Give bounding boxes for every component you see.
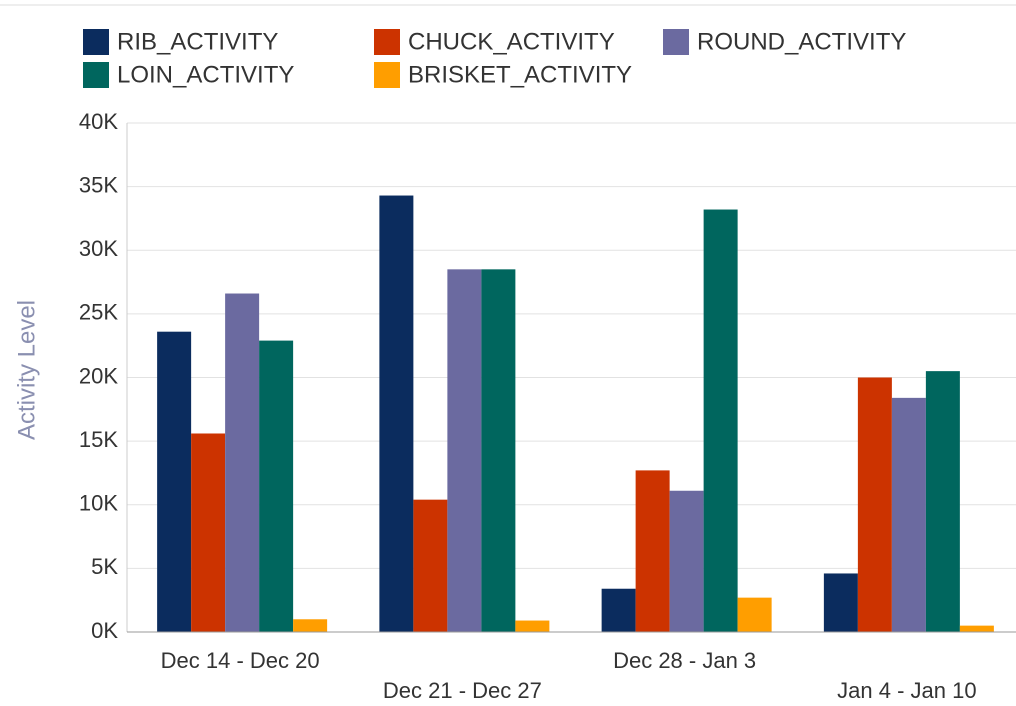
bar <box>703 209 738 632</box>
bar <box>515 620 550 632</box>
y-tick-label: 10K <box>79 491 118 516</box>
bar <box>157 331 192 632</box>
legend-label: ROUND_ACTIVITY <box>697 28 906 55</box>
legend-swatch <box>663 29 689 55</box>
legend-swatch <box>374 62 400 88</box>
y-tick-label: 25K <box>79 300 118 325</box>
bar <box>447 269 482 632</box>
bar <box>601 588 636 632</box>
y-tick-label: 40K <box>79 109 118 134</box>
legend-swatch <box>83 29 109 55</box>
y-tick-label: 5K <box>91 554 118 579</box>
y-tick-label: 20K <box>79 363 118 388</box>
bar <box>823 573 858 632</box>
bar <box>481 269 516 632</box>
legend-label: RIB_ACTIVITY <box>117 28 278 55</box>
x-tick-label: Dec 28 - Jan 3 <box>613 648 756 673</box>
bar <box>259 340 294 632</box>
legend-swatch <box>374 29 400 55</box>
x-tick-label: Dec 14 - Dec 20 <box>161 648 320 673</box>
bar <box>635 470 670 632</box>
y-tick-label: 15K <box>79 427 118 452</box>
y-axis-label: Activity Level <box>13 300 40 440</box>
legend-label: LOIN_ACTIVITY <box>117 61 294 88</box>
bar <box>959 625 994 632</box>
bar <box>891 397 926 632</box>
x-tick-label: Dec 21 - Dec 27 <box>383 678 542 703</box>
bar <box>413 499 448 632</box>
legend-swatch <box>83 62 109 88</box>
bar <box>379 195 414 632</box>
y-tick-label: 0K <box>91 618 118 643</box>
bar <box>925 371 960 632</box>
bar <box>737 597 772 632</box>
y-tick-label: 30K <box>79 236 118 261</box>
y-tick-label: 35K <box>79 172 118 197</box>
x-tick-label: Jan 4 - Jan 10 <box>837 678 976 703</box>
bar <box>669 490 704 632</box>
bar <box>857 377 892 632</box>
bar <box>191 433 226 632</box>
legend-label: CHUCK_ACTIVITY <box>408 28 615 55</box>
legend-label: BRISKET_ACTIVITY <box>408 61 632 88</box>
bar <box>293 619 328 632</box>
bar <box>225 293 260 632</box>
